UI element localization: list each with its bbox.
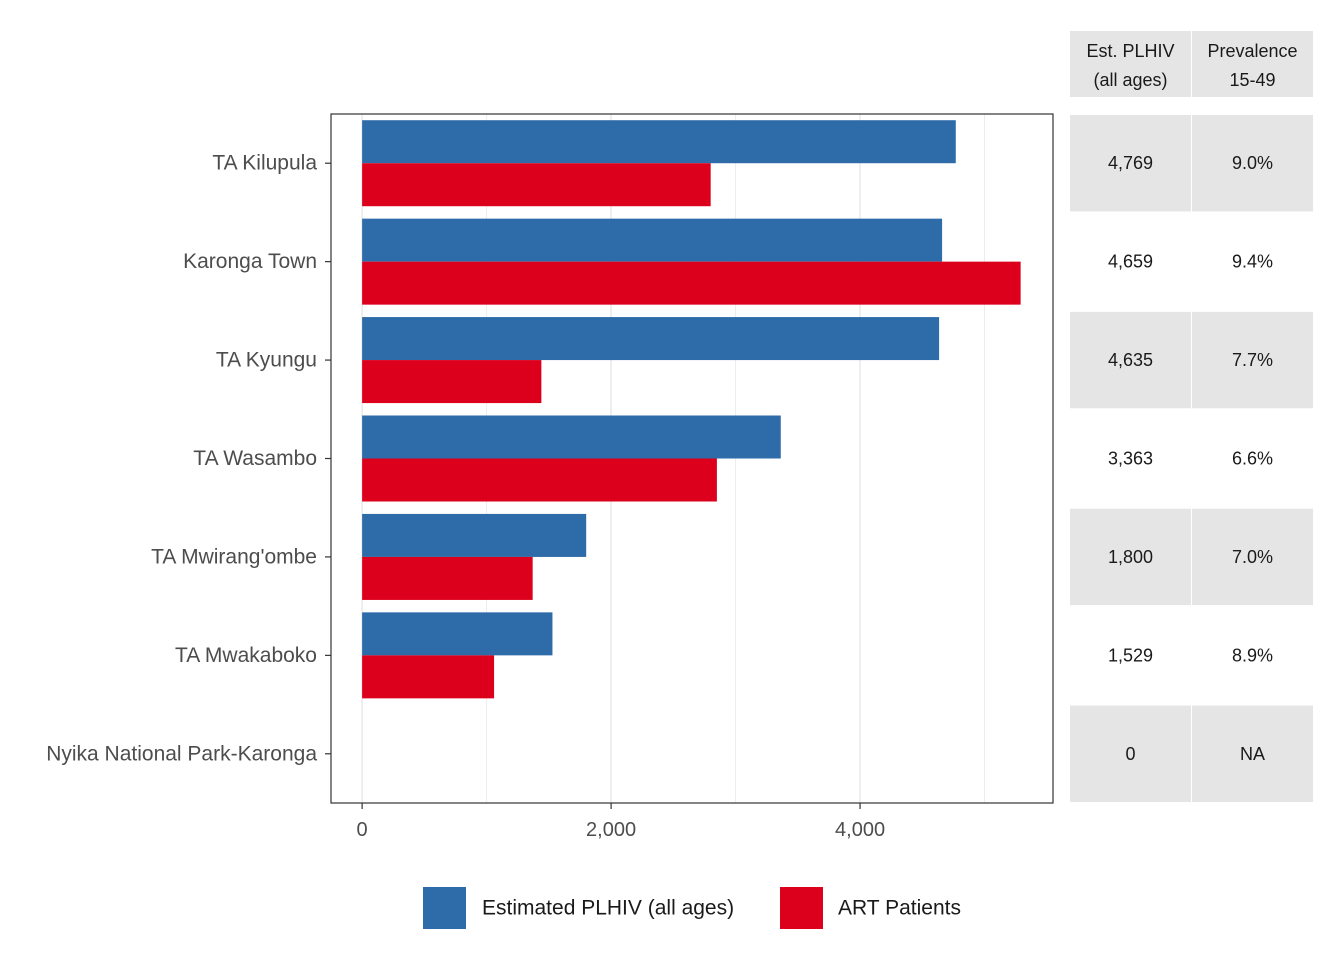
table-cell: 3,363	[1108, 449, 1153, 469]
table-cell-bg	[1070, 311, 1191, 409]
table-cell: 4,769	[1108, 153, 1153, 173]
category-label: TA Wasambo	[193, 447, 317, 470]
category-label: TA Mwirang'ombe	[151, 545, 317, 568]
table-cell: 6.6%	[1232, 449, 1273, 469]
bars	[362, 120, 1021, 699]
bar-art-patients	[362, 163, 711, 207]
bar-estimated-plhiv	[362, 218, 943, 262]
x-tick-label: 4,000	[835, 819, 885, 841]
table-cell: 1,800	[1108, 547, 1153, 567]
table-header-line: 15-49	[1229, 70, 1275, 90]
table-header-line: Prevalence	[1207, 41, 1297, 61]
legend-swatch	[780, 887, 823, 929]
bar-art-patients	[362, 556, 533, 600]
table-cell: 4,635	[1108, 350, 1153, 370]
table-cell-bg	[1192, 508, 1313, 606]
table-cell: 7.0%	[1232, 547, 1273, 567]
category-label: TA Kyungu	[216, 349, 317, 372]
legend-swatch	[423, 887, 466, 929]
table-cell-bg	[1070, 115, 1191, 212]
bar-art-patients	[362, 655, 495, 699]
category-label: Karonga Town	[183, 250, 317, 273]
bar-estimated-plhiv	[362, 415, 781, 459]
bar-estimated-plhiv	[362, 120, 956, 164]
legend: Estimated PLHIV (all ages) ART Patients	[423, 887, 961, 929]
bar-art-patients	[362, 261, 1021, 305]
table-header-cell	[1192, 31, 1313, 97]
table-header-line: Est. PLHIV	[1086, 41, 1174, 61]
legend-label: ART Patients	[838, 897, 961, 920]
table-cell: NA	[1240, 744, 1265, 764]
x-tick-label: 2,000	[586, 819, 636, 841]
table-cell-bg	[1192, 115, 1313, 212]
bar-estimated-plhiv	[362, 513, 587, 557]
category-axis: TA Kilupula Karonga Town TA Kyungu TA Wasam…	[46, 152, 331, 765]
category-label: TA Mwakaboko	[175, 644, 317, 667]
table-cell: 7.7%	[1232, 350, 1273, 370]
table-cell-bg	[1192, 705, 1313, 802]
table-cell: 4,659	[1108, 252, 1153, 272]
bar-art-patients	[362, 360, 542, 404]
bar-art-patients	[362, 458, 717, 502]
table-header-line: (all ages)	[1093, 70, 1167, 90]
category-label: Nyika National Park-Karonga	[46, 742, 317, 765]
table-cell-bg	[1070, 508, 1191, 606]
x-tick-label: 0	[357, 819, 368, 841]
bar-estimated-plhiv	[362, 317, 940, 361]
table-cell: 9.0%	[1232, 153, 1273, 173]
table-cell-bg	[1192, 311, 1313, 409]
x-axis: 0 2,000 4,000	[357, 803, 885, 841]
table-cell: 8.9%	[1232, 645, 1273, 665]
table-cell: 9.4%	[1232, 252, 1273, 272]
table-cell-bg	[1070, 705, 1191, 802]
side-table: Est. PLHIV (all ages) Prevalence 15-49 4,769…	[1070, 31, 1313, 802]
table-header-cell	[1070, 31, 1191, 97]
category-label: TA Kilupula	[212, 152, 317, 175]
legend-label: Estimated PLHIV (all ages)	[482, 897, 734, 920]
table-cell: 1,529	[1108, 645, 1153, 665]
table-cell: 0	[1125, 744, 1135, 764]
bar-estimated-plhiv	[362, 612, 553, 656]
